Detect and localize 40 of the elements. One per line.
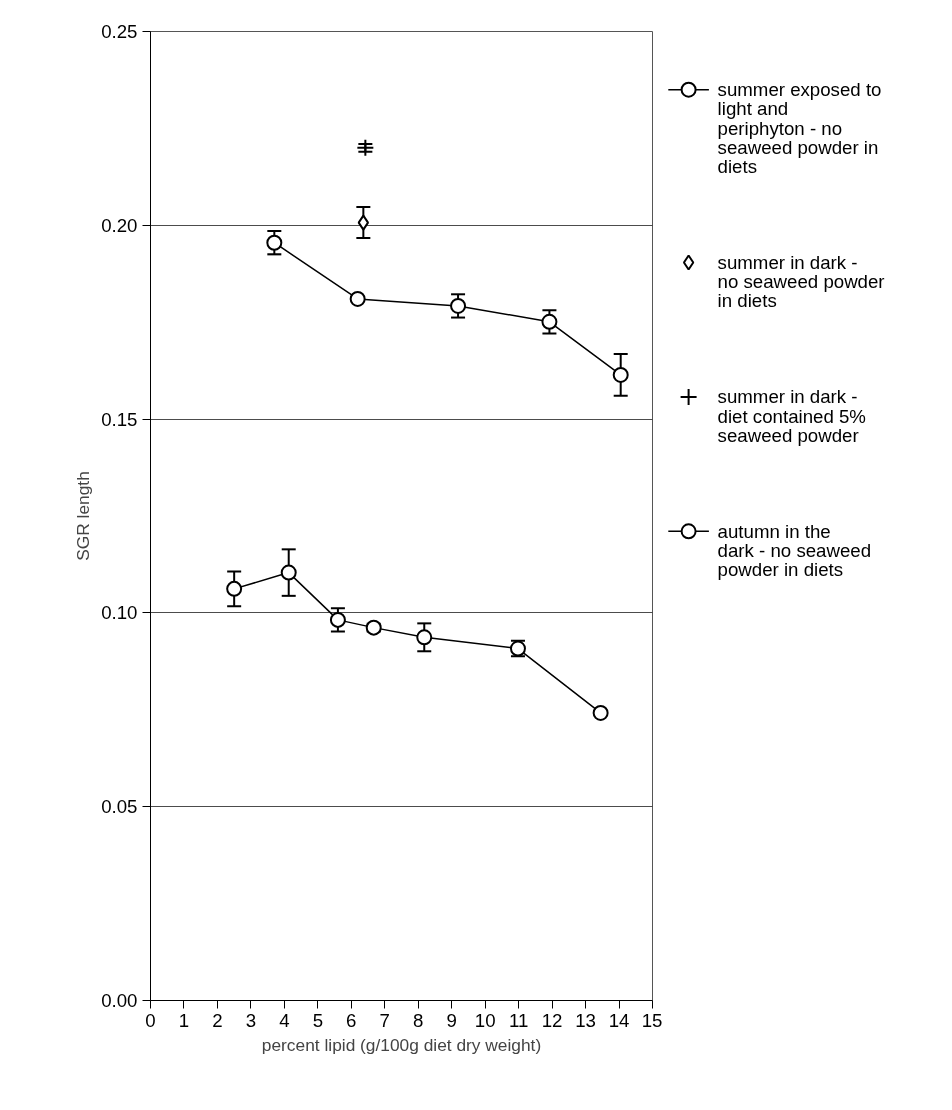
point [356,138,375,157]
x-tick-label: 3 [245,1009,257,1031]
point [612,366,629,383]
x-tick-label: 1 [178,1009,190,1031]
point [357,214,370,231]
x-tick-label: 15 [641,1009,663,1031]
legend-label: summer exposed to light and periphyton - no seaweed powder in diets [717,79,882,177]
legend-label: summer in dark - diet contained 5% seaweed powder [717,386,866,446]
x-tick-label: 10 [474,1009,496,1031]
y-tick-label: 0.25 [101,21,138,42]
point [592,704,609,721]
y-tick-label: 0.15 [101,408,138,430]
x-tick-label: 13 [575,1009,596,1031]
x-tick-label: 14 [608,1009,630,1031]
x-tick-label: 2 [212,1009,223,1031]
point [329,611,346,628]
y-tick-label: 0.05 [101,796,138,818]
x-tick-label: 6 [346,1009,357,1031]
legend-label: autumn in the dark - no seaweed powder in diets [717,520,872,581]
y-axis-title: SGR length [73,471,94,561]
x-tick-label: 11 [508,1009,529,1031]
point [280,564,297,581]
x-tick-label: 0 [145,1009,156,1031]
y-tick-label: 0.10 [101,602,138,624]
x-tick-label: 5 [312,1009,324,1031]
point [541,313,558,330]
point [349,290,366,307]
point [450,297,467,314]
x-tick-label: 7 [379,1009,390,1031]
x-tick-label: 4 [279,1009,290,1031]
x-tick-label: 8 [413,1009,424,1031]
x-axis-title: percent lipid (g/100g diet dry weight) [261,1034,542,1055]
point [266,234,283,251]
x-tick-label: 12 [541,1009,563,1031]
y-tick-label: 0.00 [101,990,138,1011]
x-tick-label: 9 [446,1009,457,1031]
legend-label: summer in dark - no seaweed powder in diets [717,251,885,312]
y-tick-label: 0.20 [101,214,138,236]
point [226,580,243,597]
point [416,629,433,646]
